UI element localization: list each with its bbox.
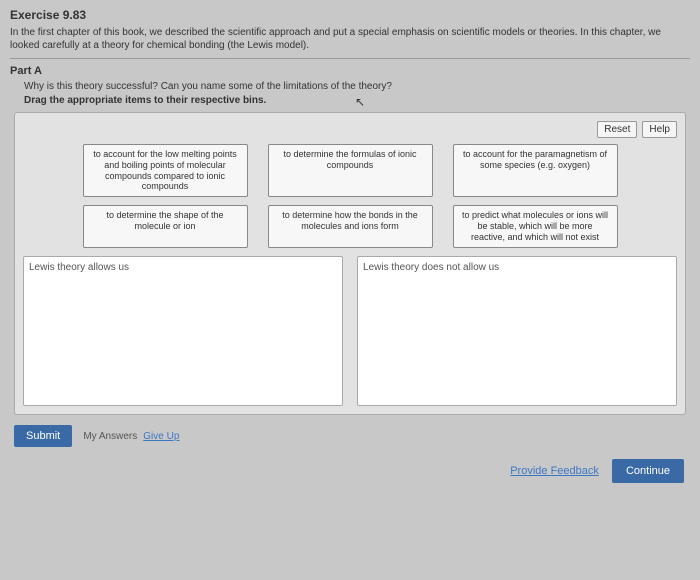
divider xyxy=(10,58,690,59)
items-row-1: to account for the low melting points an… xyxy=(23,144,677,197)
submit-row: Submit My Answers Give Up xyxy=(14,425,686,447)
exercise-description: In the first chapter of this book, we de… xyxy=(10,26,690,52)
provide-feedback-link[interactable]: Provide Feedback xyxy=(510,465,599,477)
workspace-toolbar: Reset Help xyxy=(23,121,677,138)
reset-button[interactable]: Reset xyxy=(597,121,637,138)
drag-item[interactable]: to determine the formulas of ionic compo… xyxy=(268,144,433,197)
items-row-2: to determine the shape of the molecule o… xyxy=(23,205,677,247)
cursor-icon: ↖ xyxy=(355,95,365,109)
part-question: Why is this theory successful? Can you n… xyxy=(24,81,690,92)
my-answers-label: My Answers xyxy=(83,431,137,442)
bottom-row: Provide Feedback Continue xyxy=(16,459,684,483)
drag-item[interactable]: to account for the paramagnetism of some… xyxy=(453,144,618,197)
exercise-page: Exercise 9.83 In the first chapter of th… xyxy=(0,0,700,491)
bin-allows[interactable]: Lewis theory allows us xyxy=(23,256,343,406)
drag-item[interactable]: to determine how the bonds in the molecu… xyxy=(268,205,433,247)
drag-workspace: ↖ Reset Help to account for the low melt… xyxy=(14,112,686,415)
submit-button[interactable]: Submit xyxy=(14,425,72,447)
part-title: Part A xyxy=(10,65,690,77)
drag-item[interactable]: to predict what molecules or ions will b… xyxy=(453,205,618,247)
drag-item[interactable]: to determine the shape of the molecule o… xyxy=(83,205,248,247)
help-button[interactable]: Help xyxy=(642,121,677,138)
drag-item[interactable]: to account for the low melting points an… xyxy=(83,144,248,197)
bin-label-not-allows: Lewis theory does not allow us xyxy=(363,262,671,273)
exercise-title: Exercise 9.83 xyxy=(10,8,690,22)
drop-bins: Lewis theory allows us Lewis theory does… xyxy=(23,256,677,406)
continue-button[interactable]: Continue xyxy=(612,459,684,483)
bin-not-allows[interactable]: Lewis theory does not allow us xyxy=(357,256,677,406)
bin-label-allows: Lewis theory allows us xyxy=(29,262,337,273)
give-up-link[interactable]: Give Up xyxy=(143,431,179,442)
